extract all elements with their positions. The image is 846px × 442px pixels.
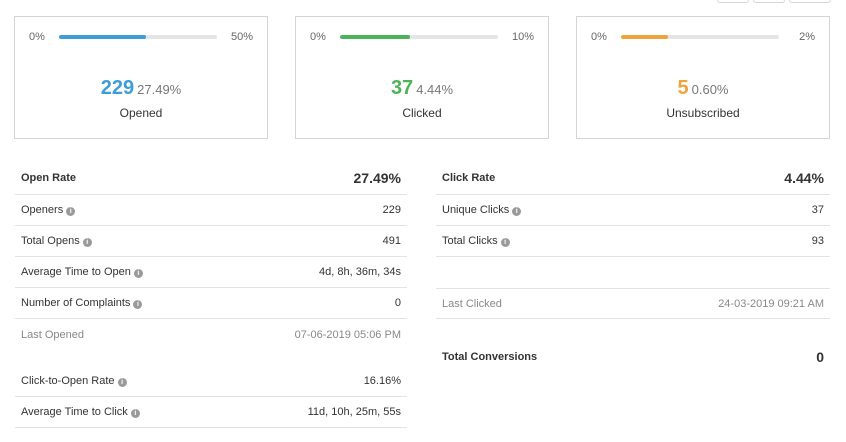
avg-time-click-value: 11d, 10h, 25m, 55s: [307, 406, 401, 418]
total-opens-label: Total Opens: [21, 235, 80, 247]
total-opens-label-wrap: Total Opens i: [21, 235, 92, 247]
last-opened-label: Last Opened: [21, 328, 84, 341]
total-clicks-value: 93: [811, 235, 824, 247]
unsubscribed-label: Unsubscribed: [666, 106, 740, 120]
total-clicks-label: Total Clicks: [442, 235, 498, 247]
openers-value: 229: [382, 204, 401, 216]
unsubscribed-count: 5: [677, 77, 689, 99]
clicked-label: Clicked: [402, 106, 442, 120]
unsubscribed-range-min: 0%: [591, 31, 607, 43]
opened-progress-bar: [59, 35, 217, 39]
unique-clicks-value: 37: [811, 204, 824, 216]
avg-time-open-label: Average Time to Open: [21, 266, 131, 278]
info-icon[interactable]: i: [82, 238, 92, 247]
toolbar-button-1[interactable]: [717, 0, 749, 3]
unsubscribed-percent: 0.60%: [691, 82, 729, 97]
opened-percent: 27.49%: [137, 82, 182, 97]
avg-time-click-label-wrap: Average Time to Click i: [21, 406, 140, 418]
clicked-percent: 4.44%: [416, 82, 454, 97]
total-clicks-row: Total Clicks i 93: [436, 226, 830, 257]
unique-clicks-label: Unique Clicks: [442, 204, 510, 216]
complaints-row: Number of Complaints i 0: [15, 288, 407, 319]
info-icon[interactable]: i: [133, 300, 143, 309]
clicked-progress-fill: [340, 35, 410, 39]
last-clicked-row: Last Clicked 24-03-2019 09:21 AM: [436, 288, 830, 319]
last-opened-value: 07-06-2019 05:06 PM: [294, 328, 401, 341]
complaints-value: 0: [394, 297, 401, 309]
avg-time-open-row: Average Time to Open i 4d, 8h, 36m, 34s: [15, 257, 407, 288]
last-clicked-label: Last Clicked: [442, 297, 502, 310]
info-icon[interactable]: i: [500, 238, 510, 247]
avg-time-open-value: 4d, 8h, 36m, 34s: [319, 266, 401, 278]
openers-label-wrap: Openers i: [21, 204, 76, 216]
unsubscribed-range-max: 2%: [799, 31, 815, 43]
unique-clicks-row: Unique Clicks i 37: [436, 195, 830, 226]
open-rate-value: 27.49%: [353, 170, 401, 186]
clicked-card: 0% 10% 37 4.44% Clicked: [295, 16, 549, 139]
clicked-range-max: 10%: [511, 31, 534, 43]
click-to-open-value: 16.16%: [363, 375, 401, 387]
clicked-range-min: 0%: [310, 31, 326, 43]
opened-numbers: 229 27.49%: [15, 77, 267, 100]
total-conversions-row: Total Conversions 0: [436, 340, 830, 374]
clicked-count: 37: [390, 77, 414, 99]
opened-range-max: 50%: [230, 31, 253, 43]
open-rate-title: Open Rate: [21, 172, 77, 184]
opened-range-min: 0%: [29, 31, 45, 43]
info-icon[interactable]: i: [66, 207, 76, 216]
avg-time-click-row: Average Time to Click i 11d, 10h, 25m, 55…: [15, 397, 407, 428]
avg-time-click-label: Average Time to Click: [21, 406, 128, 418]
total-opens-row: Total Opens i 491: [15, 226, 407, 257]
total-conversions-label: Total Conversions: [442, 351, 538, 363]
total-opens-value: 491: [382, 235, 401, 247]
opened-progress-fill: [59, 35, 146, 39]
last-clicked-value: 24-03-2019 09:21 AM: [718, 297, 824, 310]
clicked-progress-bar: [340, 35, 498, 39]
unsubscribed-numbers: 5 0.60%: [577, 77, 829, 100]
info-icon[interactable]: i: [512, 207, 522, 216]
total-clicks-label-wrap: Total Clicks i: [442, 235, 510, 247]
unsubscribed-progress-fill: [621, 35, 669, 39]
open-rate-header: Open Rate 27.49%: [15, 162, 407, 195]
clicked-numbers: 37 4.44%: [296, 77, 548, 100]
total-conversions-value: 0: [816, 349, 824, 365]
opened-label: Opened: [119, 106, 163, 120]
opened-count: 229: [100, 77, 135, 99]
toolbar-button-3[interactable]: [789, 0, 831, 3]
openers-label: Openers: [21, 204, 64, 216]
unique-clicks-label-wrap: Unique Clicks i: [442, 204, 522, 216]
complaints-label: Number of Complaints: [21, 297, 131, 309]
click-rate-title: Click Rate: [442, 172, 496, 184]
last-opened-row: Last Opened 07-06-2019 05:06 PM: [15, 319, 407, 350]
click-rate-header: Click Rate 4.44%: [436, 162, 830, 195]
unsubscribed-card: 0% 2% 5 0.60% Unsubscribed: [576, 16, 830, 139]
avg-time-open-label-wrap: Average Time to Open i: [21, 266, 143, 278]
info-icon[interactable]: i: [133, 269, 143, 278]
openers-row: Openers i 229: [15, 195, 407, 226]
click-to-open-label: Click-to-Open Rate: [21, 375, 115, 387]
info-icon[interactable]: i: [130, 409, 140, 418]
toolbar-button-2[interactable]: [753, 0, 785, 3]
unsubscribed-progress-bar: [621, 35, 779, 39]
info-icon[interactable]: i: [117, 378, 127, 387]
click-to-open-label-wrap: Click-to-Open Rate i: [21, 375, 127, 387]
complaints-label-wrap: Number of Complaints i: [21, 297, 143, 309]
opened-card: 0% 50% 229 27.49% Opened: [14, 16, 268, 139]
click-to-open-row: Click-to-Open Rate i 16.16%: [15, 366, 407, 397]
click-rate-value: 4.44%: [784, 170, 824, 186]
